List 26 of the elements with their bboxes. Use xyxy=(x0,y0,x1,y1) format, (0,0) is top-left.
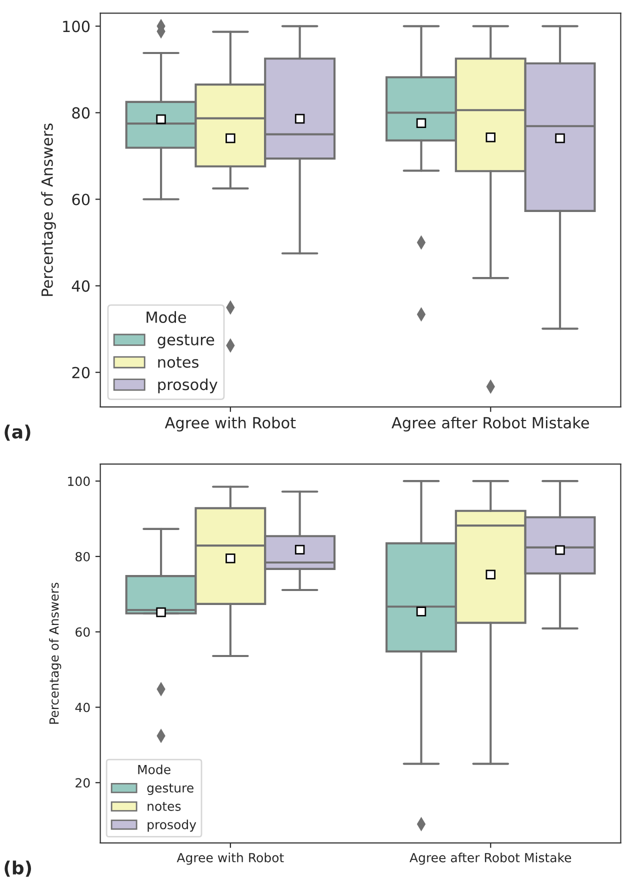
y-tick-label: 80 xyxy=(76,552,90,562)
y-tick-label: 60 xyxy=(76,627,90,637)
legend-title: Mode xyxy=(138,764,170,774)
x-tick-label: Agree with Robot xyxy=(164,416,296,432)
x-tick-label: Agree after Robot Mistake xyxy=(392,416,589,432)
y-tick-label: 40 xyxy=(72,280,90,292)
y-axis-title: Percentage of Answers xyxy=(49,582,62,724)
text: (a) xyxy=(4,424,30,441)
legend-label: notes xyxy=(158,356,198,368)
y-tick-label: 80 xyxy=(72,107,90,119)
legend-label: gesture xyxy=(158,334,214,348)
legend-label: prosody xyxy=(148,820,196,832)
x-tick-label: Agree after Robot Mistake xyxy=(410,852,572,865)
y-axis-title: Percentage of Answers xyxy=(41,124,56,296)
y-tick-label: 40 xyxy=(75,702,90,712)
legend-label: prosody xyxy=(158,378,218,394)
y-tick-label: 20 xyxy=(76,778,90,788)
y-tick-label: 20 xyxy=(72,366,90,378)
legend-title: Mode xyxy=(146,311,186,323)
y-tick-label: 100 xyxy=(68,476,90,486)
legend-label: notes xyxy=(148,802,181,811)
y-tick-label: 60 xyxy=(72,194,90,206)
legend-label: gesture xyxy=(147,784,194,796)
y-tick-label: 100 xyxy=(63,20,90,32)
x-tick-label: Agree with Robot xyxy=(176,852,284,865)
text: (b) xyxy=(4,860,32,877)
